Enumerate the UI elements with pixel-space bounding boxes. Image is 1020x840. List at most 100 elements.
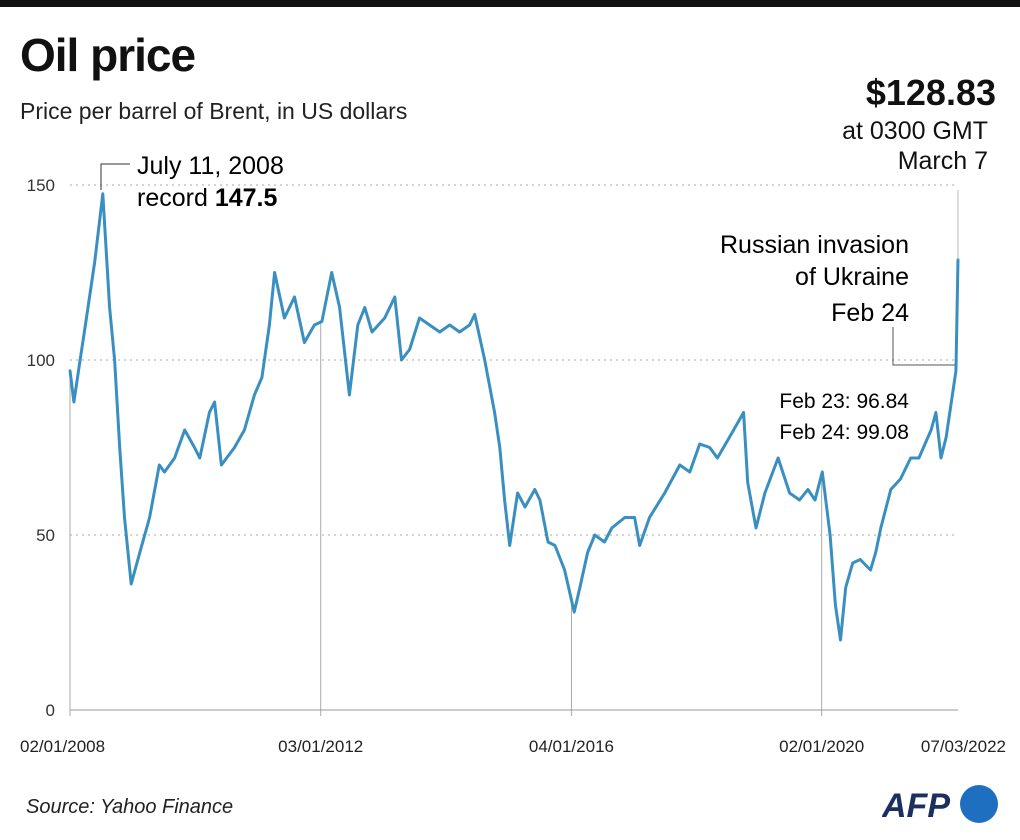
data-point: [93, 260, 96, 264]
data-point: [113, 358, 116, 362]
record-value: 147.5: [215, 184, 278, 212]
data-point: [503, 498, 506, 502]
feb24-label: Feb 24: 99.08: [779, 421, 909, 444]
data-point: [813, 498, 817, 502]
data-point: [728, 435, 731, 439]
data-point: [638, 544, 641, 547]
data-point: [273, 271, 276, 274]
data-point: [874, 551, 877, 554]
data-point: [563, 568, 566, 572]
data-point: [806, 488, 810, 491]
x-tick-label: 04/01/2016: [529, 737, 614, 756]
data-point: [458, 330, 461, 334]
data-point: [108, 306, 111, 309]
data-point: [821, 470, 824, 474]
data-point: [851, 561, 854, 565]
data-point: [123, 516, 126, 519]
data-point: [158, 463, 161, 467]
data-point: [320, 320, 324, 323]
data-point: [283, 316, 286, 320]
data-point: [763, 491, 767, 495]
y-axis: 0 50 100 150: [27, 176, 55, 720]
data-point: [954, 362, 958, 365]
data-point: [889, 488, 892, 491]
data-point: [101, 192, 104, 195]
feb23-label: Feb 23: 96.84: [779, 390, 909, 413]
record-prefix: record: [137, 184, 208, 212]
data-point: [468, 323, 471, 327]
data-point: [400, 358, 403, 362]
data-point: [746, 481, 749, 484]
data-point: [798, 498, 801, 502]
data-point: [72, 400, 76, 404]
data-point: [508, 544, 511, 547]
data-point: [788, 491, 791, 495]
data-point: [498, 446, 501, 449]
data-point: [523, 505, 527, 509]
svg-text:AFP: AFP: [882, 787, 950, 824]
data-point: [828, 533, 832, 537]
data-point: [593, 533, 596, 537]
data-point: [220, 463, 223, 467]
data-point: [716, 456, 719, 460]
data-point: [538, 498, 542, 502]
data-point: [173, 456, 176, 460]
chart-title: Oil price: [20, 29, 196, 81]
data-point: [553, 544, 557, 547]
data-point: [954, 369, 958, 373]
data-point: [253, 393, 256, 397]
afp-logo: AFP: [882, 785, 998, 824]
data-point: [754, 526, 758, 530]
data-point: [879, 526, 883, 530]
data-point: [163, 470, 166, 474]
data-point: [198, 456, 202, 460]
invasion-line2: of Ukraine: [795, 263, 909, 291]
data-point: [293, 295, 296, 299]
data-point: [939, 456, 943, 460]
invasion-line3: Feb 24: [831, 299, 909, 327]
data-point: [428, 323, 431, 327]
record-leader-line: [100, 163, 130, 190]
data-point: [776, 456, 780, 460]
data-point: [586, 551, 589, 554]
data-point: [383, 316, 386, 320]
latest-price-time: at 0300 GMT March 7: [842, 116, 988, 176]
data-point: [243, 428, 246, 432]
data-point: [934, 411, 938, 414]
data-point: [578, 586, 582, 589]
data-point: [533, 488, 536, 491]
latest-date: March 7: [897, 147, 988, 175]
series-line-brent: [68, 192, 960, 642]
data-point: [138, 551, 141, 554]
latest-price: $128.83: [865, 72, 996, 113]
data-point: [78, 358, 82, 362]
data-point: [869, 568, 872, 572]
data-point: [233, 446, 236, 449]
invasion-leader-line: [892, 327, 955, 366]
y-tick-label: 150: [27, 176, 55, 195]
data-point: [688, 470, 691, 474]
data-point: [330, 271, 333, 274]
data-point: [952, 386, 955, 390]
data-point: [917, 456, 921, 460]
data-point: [742, 411, 745, 414]
data-point: [363, 306, 366, 309]
data-point: [348, 393, 351, 397]
data-point: [834, 603, 837, 607]
data-point: [493, 411, 496, 414]
data-point: [839, 638, 842, 642]
data-point: [633, 516, 636, 519]
data-point: [844, 586, 847, 589]
data-point: [356, 323, 359, 327]
data-point: [370, 330, 374, 334]
data-point: [68, 369, 72, 372]
data-point: [313, 323, 316, 327]
data-point: [929, 428, 933, 432]
data-point: [118, 446, 121, 449]
data-point: [193, 446, 196, 449]
invasion-line1: Russian invasion: [720, 231, 909, 259]
data-point: [303, 341, 306, 344]
data-point: [208, 411, 211, 414]
data-point: [944, 435, 948, 439]
